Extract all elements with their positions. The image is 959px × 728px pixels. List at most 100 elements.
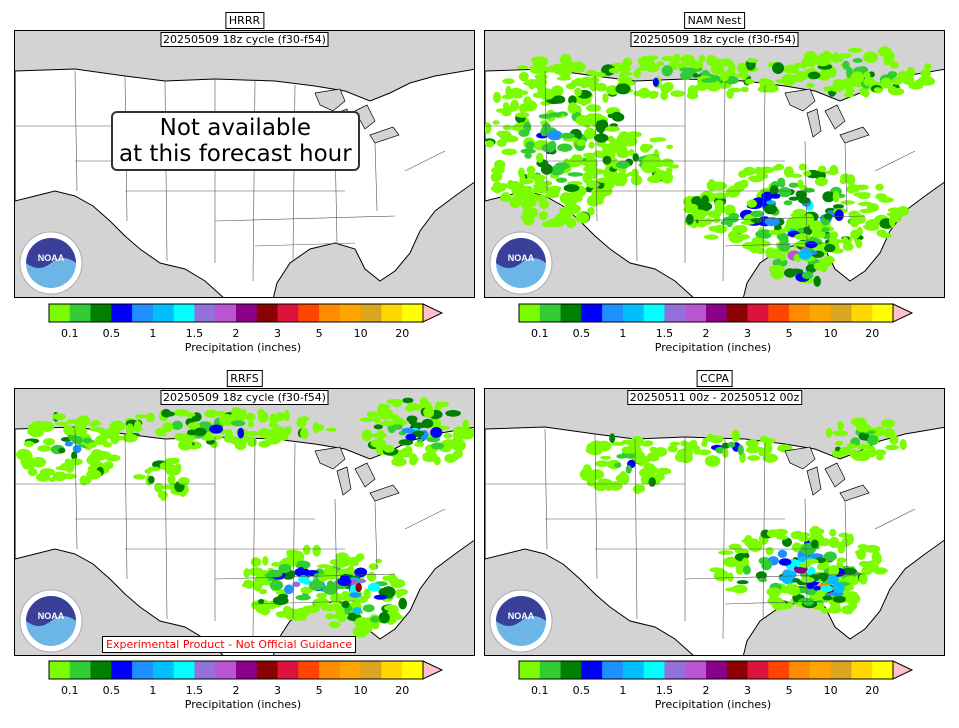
colorbar-swatches	[518, 660, 914, 680]
map-canvas-ccpa	[485, 417, 944, 655]
state-border	[762, 442, 766, 620]
colorbar-swatch	[539, 661, 562, 679]
state-border	[404, 508, 446, 530]
colorbar-tick-label: 0.1	[531, 327, 549, 340]
colorbar-swatch	[256, 304, 279, 322]
colorbar-swatch	[402, 661, 424, 679]
colorbar-extend-arrow	[892, 660, 914, 680]
great-lake	[784, 88, 816, 112]
svg-text:NOAA: NOAA	[38, 253, 65, 263]
colorbar-swatch	[664, 304, 686, 322]
colorbar-tick-label: 3	[274, 327, 282, 340]
colorbar-tick-label: 20	[865, 684, 880, 697]
state-border	[292, 442, 296, 620]
state-border	[762, 84, 766, 262]
colorbar-rrfs: 0.1 0.5 1 1.5 2 3 5 10 20 Precipitation (inches)	[48, 660, 444, 711]
state-border	[722, 80, 726, 282]
colorbar-tick-label: 3	[744, 327, 752, 340]
state-border	[124, 433, 128, 580]
state-border	[722, 438, 726, 640]
svg-text:NOAA: NOAA	[508, 611, 535, 621]
state-border	[804, 140, 808, 244]
state-border	[254, 242, 356, 247]
colorbar-swatch	[851, 304, 873, 322]
colorbar-tick-label: 0.1	[61, 684, 79, 697]
state-border	[634, 80, 638, 262]
model-title-namnest: NAM Nest	[683, 12, 746, 29]
precip-field	[16, 397, 474, 638]
svg-text:NOAA: NOAA	[508, 253, 535, 263]
colorbar-swatch	[90, 304, 112, 322]
colorbar-swatch	[602, 304, 624, 322]
colorbar-swatch	[643, 304, 665, 322]
great-lake	[369, 484, 400, 502]
colorbar-swatch	[581, 661, 603, 679]
colorbar-tick-label: 10	[823, 684, 838, 697]
colorbar-swatch	[69, 304, 92, 322]
colorbar-tick-label: 1.5	[655, 327, 674, 340]
experimental-disclaimer: Experimental Product - Not Official Guid…	[102, 636, 357, 653]
state-border	[254, 600, 356, 605]
colorbar-swatch	[747, 304, 769, 322]
colorbar-swatch	[132, 304, 154, 322]
colorbar-swatch	[339, 304, 362, 322]
colorbar-tick-label: 0.5	[572, 327, 591, 340]
colorbar-hrrr: 0.1 0.5 1 1.5 2 3 5 10 20 Precipitation (inches)	[48, 303, 444, 354]
colorbar-swatch	[872, 304, 894, 322]
colorbar-swatch	[49, 304, 71, 322]
precip-field	[485, 46, 936, 287]
colorbar-swatch	[298, 661, 320, 679]
colorbar-swatch	[622, 304, 645, 322]
colorbar-swatches	[48, 303, 444, 323]
colorbar-swatch	[111, 304, 133, 322]
colorbar-swatch	[602, 661, 624, 679]
state-border	[374, 142, 378, 212]
colorbar-tick-label: 10	[353, 684, 368, 697]
state-border	[214, 573, 396, 580]
great-lake	[824, 462, 846, 488]
model-title-ccpa: CCPA	[696, 370, 733, 387]
colorbar-swatch	[360, 661, 382, 679]
colorbar-tick-label: 20	[865, 327, 880, 340]
colorbar-ccpa: 0.1 0.5 1 1.5 2 3 5 10 20 Precipitation (inches)	[518, 660, 914, 711]
map-ccpa: NOAA 20250511 00z - 20250512 00z	[484, 388, 945, 656]
colorbar-extend-arrow	[422, 660, 444, 680]
colorbar-swatch	[319, 304, 341, 322]
cycle-label-namnest: 20250509 18z cycle (f30-f54)	[630, 32, 799, 47]
colorbar-swatch	[194, 661, 216, 679]
colorbar-tick-label: 0.1	[531, 684, 549, 697]
noaa-logo-icon: NOAA	[19, 589, 83, 653]
colorbar-tick-label: 1.5	[185, 327, 204, 340]
state-border	[844, 500, 848, 570]
state-border	[164, 438, 168, 620]
map-hrrr: NOAA 20250509 18z cycle (f30-f54) Not avai…	[14, 30, 475, 298]
state-border	[252, 438, 256, 640]
colorbar-swatch	[726, 304, 749, 322]
colorbar-swatch	[152, 304, 175, 322]
colorbar-tick-label: 1	[149, 327, 157, 340]
colorbar-swatch	[256, 661, 279, 679]
great-lake	[806, 466, 822, 496]
colorbar-swatch	[90, 661, 112, 679]
state-border	[874, 508, 916, 530]
great-lake	[314, 88, 346, 112]
map-rrfs: NOAA 20250509 18z cycle (f30-f54) Experime…	[14, 388, 475, 656]
colorbar-swatch	[360, 304, 382, 322]
great-lake	[354, 462, 376, 488]
colorbar-swatch	[236, 304, 258, 322]
colorbar-swatch	[339, 661, 362, 679]
colorbar-swatch	[851, 661, 873, 679]
colorbar-namnest: 0.1 0.5 1 1.5 2 3 5 10 20 Precipitation (inches)	[518, 303, 914, 354]
great-lake	[336, 466, 352, 496]
colorbar-swatch	[236, 661, 258, 679]
colorbar-swatch	[809, 304, 832, 322]
colorbar-title: Precipitation (inches)	[184, 341, 302, 354]
colorbar-swatch	[830, 304, 852, 322]
state-border	[804, 498, 808, 602]
colorbar-swatch	[381, 304, 403, 322]
colorbar-swatch	[69, 661, 92, 679]
colorbar-title: Precipitation (inches)	[654, 698, 772, 711]
colorbar-title: Precipitation (inches)	[184, 698, 302, 711]
colorbar-tick-label: 2	[232, 327, 240, 340]
colorbar-extend-arrow	[422, 303, 444, 323]
